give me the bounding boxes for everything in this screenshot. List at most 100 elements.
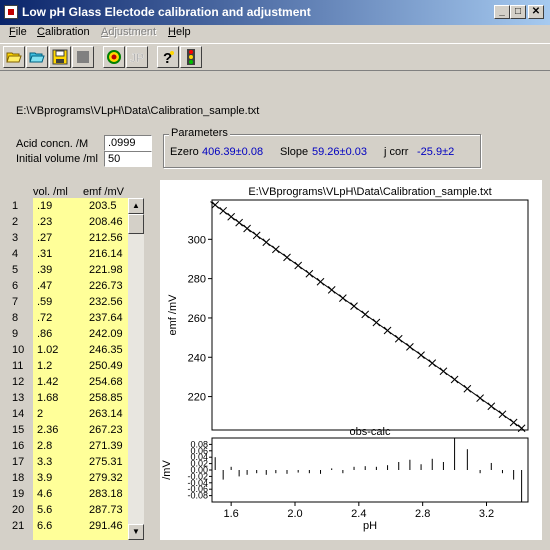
table-row[interactable]: 16 2.8 271.39 [8,440,130,455]
menu-help[interactable]: Help [168,26,191,38]
emf-cell[interactable]: 258.85 [85,392,130,407]
emf-cell[interactable]: 275.31 [85,456,130,471]
emf-cell[interactable]: 263.14 [85,408,130,423]
table-row[interactable]: 20 5.6 287.73 [8,504,130,519]
emf-cell[interactable]: 254.68 [85,376,130,391]
emf-cell[interactable]: 283.18 [85,488,130,503]
data-point [372,318,381,327]
vol-cell[interactable]: .72 [33,312,85,327]
table-row[interactable]: 14 2 263.14 [8,408,130,423]
emf-cell[interactable]: 232.56 [85,296,130,311]
emf-cell[interactable]: 291.46 [85,520,130,535]
vol-cell[interactable]: 3.9 [33,472,85,487]
emf-cell[interactable]: 267.23 [85,424,130,439]
ezero-value: 406.39±0.08 [202,146,264,158]
vol-cell[interactable]: .27 [33,232,85,247]
open-folder-icon [6,52,22,63]
vol-cell[interactable]: .23 [33,216,85,231]
x-axis-label: pH [363,520,377,532]
jp-button[interactable]: JP [126,46,148,68]
table-row[interactable]: 21 6.6 291.46 [8,520,130,535]
vol-cell[interactable]: 1.42 [33,376,85,391]
vol-cell[interactable]: .47 [33,280,85,295]
scroll-down-button[interactable]: ▼ [128,524,144,540]
data-point [235,218,243,227]
help-button[interactable]: ? [157,46,179,68]
row-number: 16 [12,440,25,452]
title-bar[interactable] [0,0,550,25]
table-row[interactable]: 2 .23 208.46 [8,216,130,231]
vol-cell[interactable]: 2.8 [33,440,85,455]
row-number: 12 [12,376,25,388]
table-row[interactable]: 15 2.36 267.23 [8,424,130,439]
x-tick-label: 2.4 [351,508,366,520]
emf-cell[interactable]: 287.73 [85,504,130,519]
emf-cell[interactable]: 208.46 [85,216,130,231]
vol-cell[interactable]: .86 [33,328,85,343]
emf-cell[interactable]: 246.35 [85,344,130,359]
table-row[interactable]: 8 .72 237.64 [8,312,130,327]
minimize-button[interactable]: _ [494,5,510,19]
table-row[interactable]: 19 4.6 283.18 [8,488,130,503]
status-button[interactable] [180,46,202,68]
vol-cell[interactable]: 2.36 [33,424,85,439]
vol-cell[interactable]: 1.2 [33,360,85,375]
emf-cell[interactable]: 237.64 [85,312,130,327]
app-icon[interactable] [4,5,18,19]
emf-cell[interactable]: 221.98 [85,264,130,279]
table-row[interactable]: 11 1.2 250.49 [8,360,130,375]
vol-cell[interactable]: 3.3 [33,456,85,471]
scroll-thumb[interactable] [128,214,144,234]
emf-cell[interactable]: 279.32 [85,472,130,487]
vol-cell[interactable]: .39 [33,264,85,279]
emf-cell[interactable]: 242.09 [85,328,130,343]
emf-cell[interactable]: 212.56 [85,232,130,247]
table-row[interactable]: 3 .27 212.56 [8,232,130,247]
row-number: 3 [12,232,19,244]
vol-cell[interactable]: 4.6 [33,488,85,503]
initial-volume-field[interactable]: 50 [104,151,152,167]
table-row[interactable]: 18 3.9 279.32 [8,472,130,487]
data-grid[interactable]: 1.19 203.5 2.23 208.46 3.27 212.56 4.31 216.14 5… [8,200,130,540]
vol-cell[interactable]: 1.02 [33,344,85,359]
table-row[interactable]: 4 .31 216.14 [8,248,130,263]
table-row[interactable]: 13 1.68 258.85 [8,392,130,407]
emf-cell[interactable]: 250.49 [85,360,130,375]
data-point [271,245,280,254]
arrow-up-icon: ▲ [132,201,140,210]
vol-cell[interactable]: 5.6 [33,504,85,519]
y-tick-label: 240 [188,352,206,364]
vol-cell[interactable]: 1.68 [33,392,85,407]
vol-cell[interactable]: 2 [33,408,85,423]
svg-text:?: ? [163,50,172,65]
acid-concentration-field[interactable]: .0999 [104,135,152,151]
table-row[interactable]: 10 1.02 246.35 [8,344,130,359]
emf-cell[interactable]: 271.39 [85,440,130,455]
menu-calibration[interactable]: Calibration [37,26,90,38]
open-button[interactable] [3,46,25,68]
vol-cell[interactable]: .31 [33,248,85,263]
save-button[interactable] [49,46,71,68]
stop-button[interactable] [72,46,94,68]
table-row[interactable]: 5 .39 221.98 [8,264,130,279]
maximize-button[interactable]: □ [510,5,526,19]
table-row[interactable]: 17 3.3 275.31 [8,456,130,471]
table-row[interactable]: 7 .59 232.56 [8,296,130,311]
close-button[interactable]: ✕ [528,5,544,19]
table-row[interactable]: 6 .47 226.73 [8,280,130,295]
open-blue-button[interactable] [26,46,48,68]
ezero-label: Ezero [170,146,199,158]
emf-cell[interactable]: 226.73 [85,280,130,295]
vol-cell[interactable]: .19 [33,200,85,215]
target-button[interactable] [103,46,125,68]
table-row[interactable]: 12 1.42 254.68 [8,376,130,391]
vol-cell[interactable]: .59 [33,296,85,311]
table-row[interactable]: 1 .19 203.5 [8,200,130,215]
vol-cell[interactable]: 6.6 [33,520,85,535]
menu-file[interactable]: File [9,26,27,38]
table-row[interactable]: 9 .86 242.09 [8,328,130,343]
table-scrollbar[interactable]: ▲ ▼ [128,198,144,540]
emf-cell[interactable]: 216.14 [85,248,130,263]
scroll-up-button[interactable]: ▲ [128,198,144,214]
emf-cell[interactable]: 203.5 [85,200,130,215]
